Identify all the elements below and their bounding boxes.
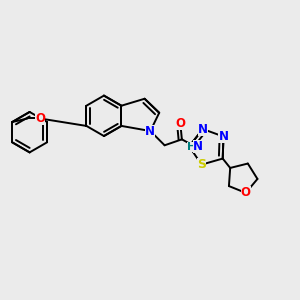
Text: O: O [35,112,45,125]
Text: O: O [241,186,251,200]
Text: O: O [176,117,185,130]
Text: N: N [198,122,208,136]
Text: N: N [193,140,203,153]
Text: N: N [146,124,155,137]
Text: H: H [187,142,196,152]
Text: N: N [218,130,229,143]
Text: S: S [197,158,206,171]
